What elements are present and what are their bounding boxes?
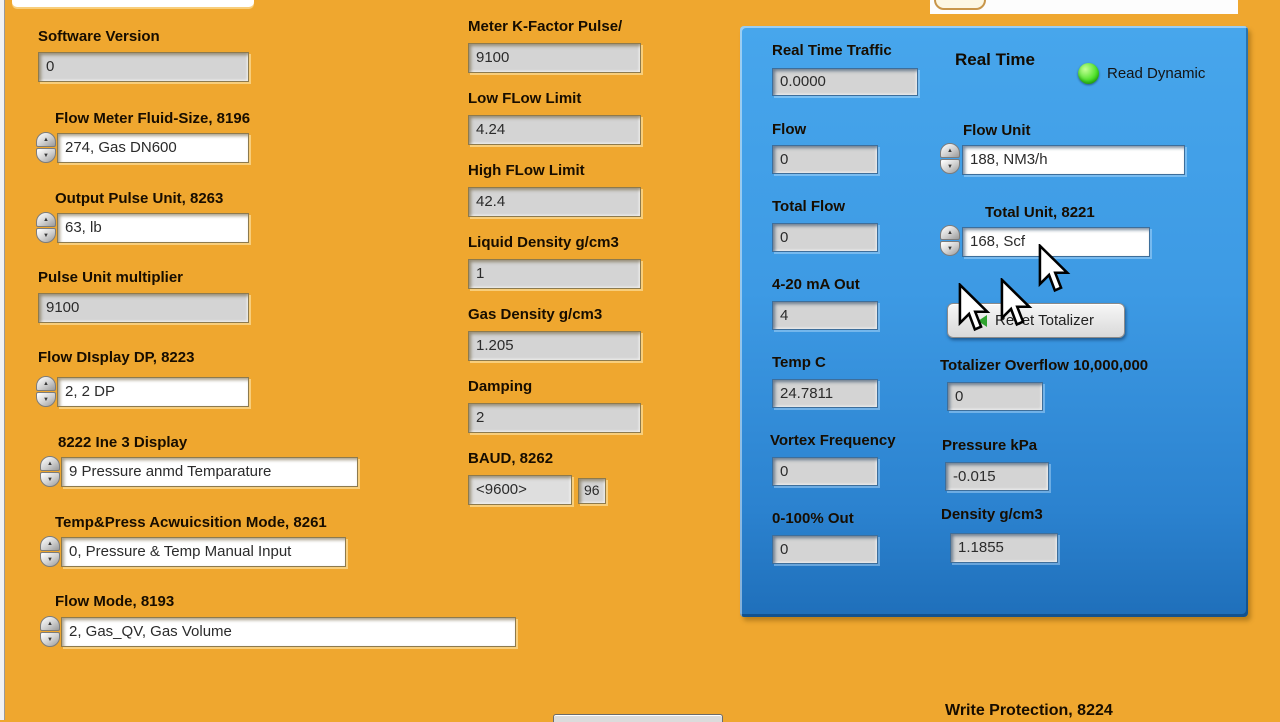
truncated-top-field xyxy=(12,0,254,7)
total-unit-field[interactable]: 168, Scf xyxy=(962,227,1150,257)
pressure-kpa-label: Pressure kPa xyxy=(942,437,1038,454)
green-arrow-icon xyxy=(978,314,988,327)
increment-icon[interactable]: ▲ xyxy=(40,616,60,631)
temp-press-acquisition-mode-field[interactable]: 0, Pressure & Temp Manual Input xyxy=(61,537,346,567)
real-time-traffic-field: 0.0000 xyxy=(772,68,918,96)
reset-totalizer-button[interactable]: Reset Totalizer xyxy=(947,303,1125,338)
liquid-density-field: 1 xyxy=(468,259,641,289)
real-time-traffic-label: Real Time Traffic xyxy=(772,42,892,59)
baud-label: BAUD, 8262 xyxy=(468,450,554,467)
vortex-frequency-label: Vortex Frequency xyxy=(770,432,896,449)
flow-field: 0 xyxy=(772,145,878,174)
increment-icon[interactable]: ▲ xyxy=(940,143,960,158)
baud-field[interactable]: <9600> xyxy=(468,475,572,505)
decrement-icon[interactable]: ▼ xyxy=(36,392,56,407)
increment-icon[interactable]: ▲ xyxy=(940,225,960,240)
line3-display-stepper[interactable]: ▲ ▼ xyxy=(40,456,60,488)
baud-extra-field: 96 xyxy=(578,478,606,504)
output-pulse-unit-label: Output Pulse Unit, 8263 xyxy=(55,190,224,207)
liquid-density-label: Liquid Density g/cm3 xyxy=(468,234,619,251)
high-flow-limit-label: High FLow Limit xyxy=(468,162,585,179)
damping-field: 2 xyxy=(468,403,641,433)
left-edge-strip xyxy=(0,0,5,720)
top-right-strip xyxy=(930,0,1238,14)
increment-icon[interactable]: ▲ xyxy=(40,456,60,471)
output-pulse-unit-field[interactable]: 63, lb xyxy=(57,213,249,243)
line3-display-field[interactable]: 9 Pressure anmd Temparature xyxy=(61,457,358,487)
decrement-icon[interactable]: ▼ xyxy=(40,552,60,567)
decrement-icon[interactable]: ▼ xyxy=(940,159,960,174)
decrement-icon[interactable]: ▼ xyxy=(36,228,56,243)
percent-out-field: 0 xyxy=(772,535,878,564)
flow-meter-fluid-size-label: Flow Meter Fluid-Size, 8196 xyxy=(55,110,251,127)
increment-icon[interactable]: ▲ xyxy=(40,536,60,551)
totalizer-overflow-label: Totalizer Overflow 10,000,000 xyxy=(940,357,1149,374)
density-label: Density g/cm3 xyxy=(941,506,1043,523)
high-flow-limit-field: 42.4 xyxy=(468,187,641,217)
truncated-bottom-control xyxy=(553,714,723,722)
gas-density-field: 1.205 xyxy=(468,331,641,361)
low-flow-limit-label: Low FLow Limit xyxy=(468,90,582,107)
pulse-unit-multiplier-label: Pulse Unit multiplier xyxy=(38,269,184,286)
line3-display-label: 8222 Ine 3 Display xyxy=(58,434,188,451)
flow-meter-fluid-size-field[interactable]: 274, Gas DN600 xyxy=(57,133,249,163)
flow-unit-field[interactable]: 188, NM3/h xyxy=(962,145,1185,175)
read-dynamic-led-icon[interactable] xyxy=(1078,63,1099,84)
flow-label: Flow xyxy=(772,121,807,138)
meter-k-factor-label: Meter K-Factor Pulse/ xyxy=(468,18,623,35)
decrement-icon[interactable]: ▼ xyxy=(940,241,960,256)
density-field: 1.1855 xyxy=(950,533,1058,563)
gas-density-label: Gas Density g/cm3 xyxy=(468,306,603,323)
pressure-kpa-field: -0.015 xyxy=(945,462,1049,491)
temp-c-field: 24.7811 xyxy=(772,379,878,408)
total-unit-label: Total Unit, 8221 xyxy=(985,204,1095,221)
write-protection-label: Write Protection, 8224 xyxy=(945,702,1113,719)
temp-c-label: Temp C xyxy=(772,354,826,371)
total-unit-stepper[interactable]: ▲ ▼ xyxy=(940,225,960,257)
percent-out-label: 0-100% Out xyxy=(772,510,854,527)
decrement-icon[interactable]: ▼ xyxy=(36,148,56,163)
increment-icon[interactable]: ▲ xyxy=(36,376,56,391)
increment-icon[interactable]: ▲ xyxy=(36,212,56,227)
flow-display-dp-field[interactable]: 2, 2 DP xyxy=(57,377,249,407)
pulse-unit-multiplier-field: 9100 xyxy=(38,293,249,323)
vortex-frequency-field: 0 xyxy=(772,457,878,486)
ma-out-field: 4 xyxy=(772,301,878,330)
decrement-icon[interactable]: ▼ xyxy=(40,632,60,647)
increment-icon[interactable]: ▲ xyxy=(36,132,56,147)
flow-mode-field[interactable]: 2, Gas_QV, Gas Volume xyxy=(61,617,516,647)
output-pulse-unit-stepper[interactable]: ▲ ▼ xyxy=(36,212,56,244)
flow-mode-stepper[interactable]: ▲ ▼ xyxy=(40,616,60,648)
software-version-label: Software Version xyxy=(38,28,160,45)
totalizer-overflow-field: 0 xyxy=(947,382,1043,411)
top-right-pill-decoration xyxy=(934,0,986,10)
temp-press-acquisition-mode-label: Temp&Press Acwuicsition Mode, 8261 xyxy=(55,514,327,531)
flow-mode-label: Flow Mode, 8193 xyxy=(55,593,175,610)
flow-meter-fluid-size-stepper[interactable]: ▲ ▼ xyxy=(36,132,56,164)
software-version-field: 0 xyxy=(38,52,249,82)
flow-display-dp-label: Flow DIsplay DP, 8223 xyxy=(38,349,195,366)
read-dynamic-label: Read Dynamic xyxy=(1107,65,1206,82)
panel-title: Real Time xyxy=(955,50,1036,69)
flow-unit-label: Flow Unit xyxy=(963,122,1031,139)
decrement-icon[interactable]: ▼ xyxy=(40,472,60,487)
flow-unit-stepper[interactable]: ▲ ▼ xyxy=(940,143,960,175)
total-flow-field: 0 xyxy=(772,223,878,252)
reset-totalizer-label: Reset Totalizer xyxy=(995,312,1094,329)
meter-k-factor-field: 9100 xyxy=(468,43,641,73)
temp-press-acquisition-mode-stepper[interactable]: ▲ ▼ xyxy=(40,536,60,568)
flow-display-dp-stepper[interactable]: ▲ ▼ xyxy=(36,376,56,408)
low-flow-limit-field: 4.24 xyxy=(468,115,641,145)
damping-label: Damping xyxy=(468,378,533,395)
total-flow-label: Total Flow xyxy=(772,198,846,215)
ma-out-label: 4-20 mA Out xyxy=(772,276,860,293)
